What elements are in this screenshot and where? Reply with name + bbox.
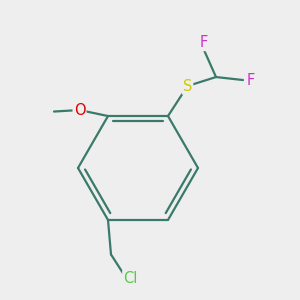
Text: F: F bbox=[200, 35, 208, 50]
Text: F: F bbox=[246, 73, 255, 88]
Text: Cl: Cl bbox=[123, 271, 138, 286]
Text: S: S bbox=[183, 79, 192, 94]
Text: O: O bbox=[74, 103, 85, 118]
